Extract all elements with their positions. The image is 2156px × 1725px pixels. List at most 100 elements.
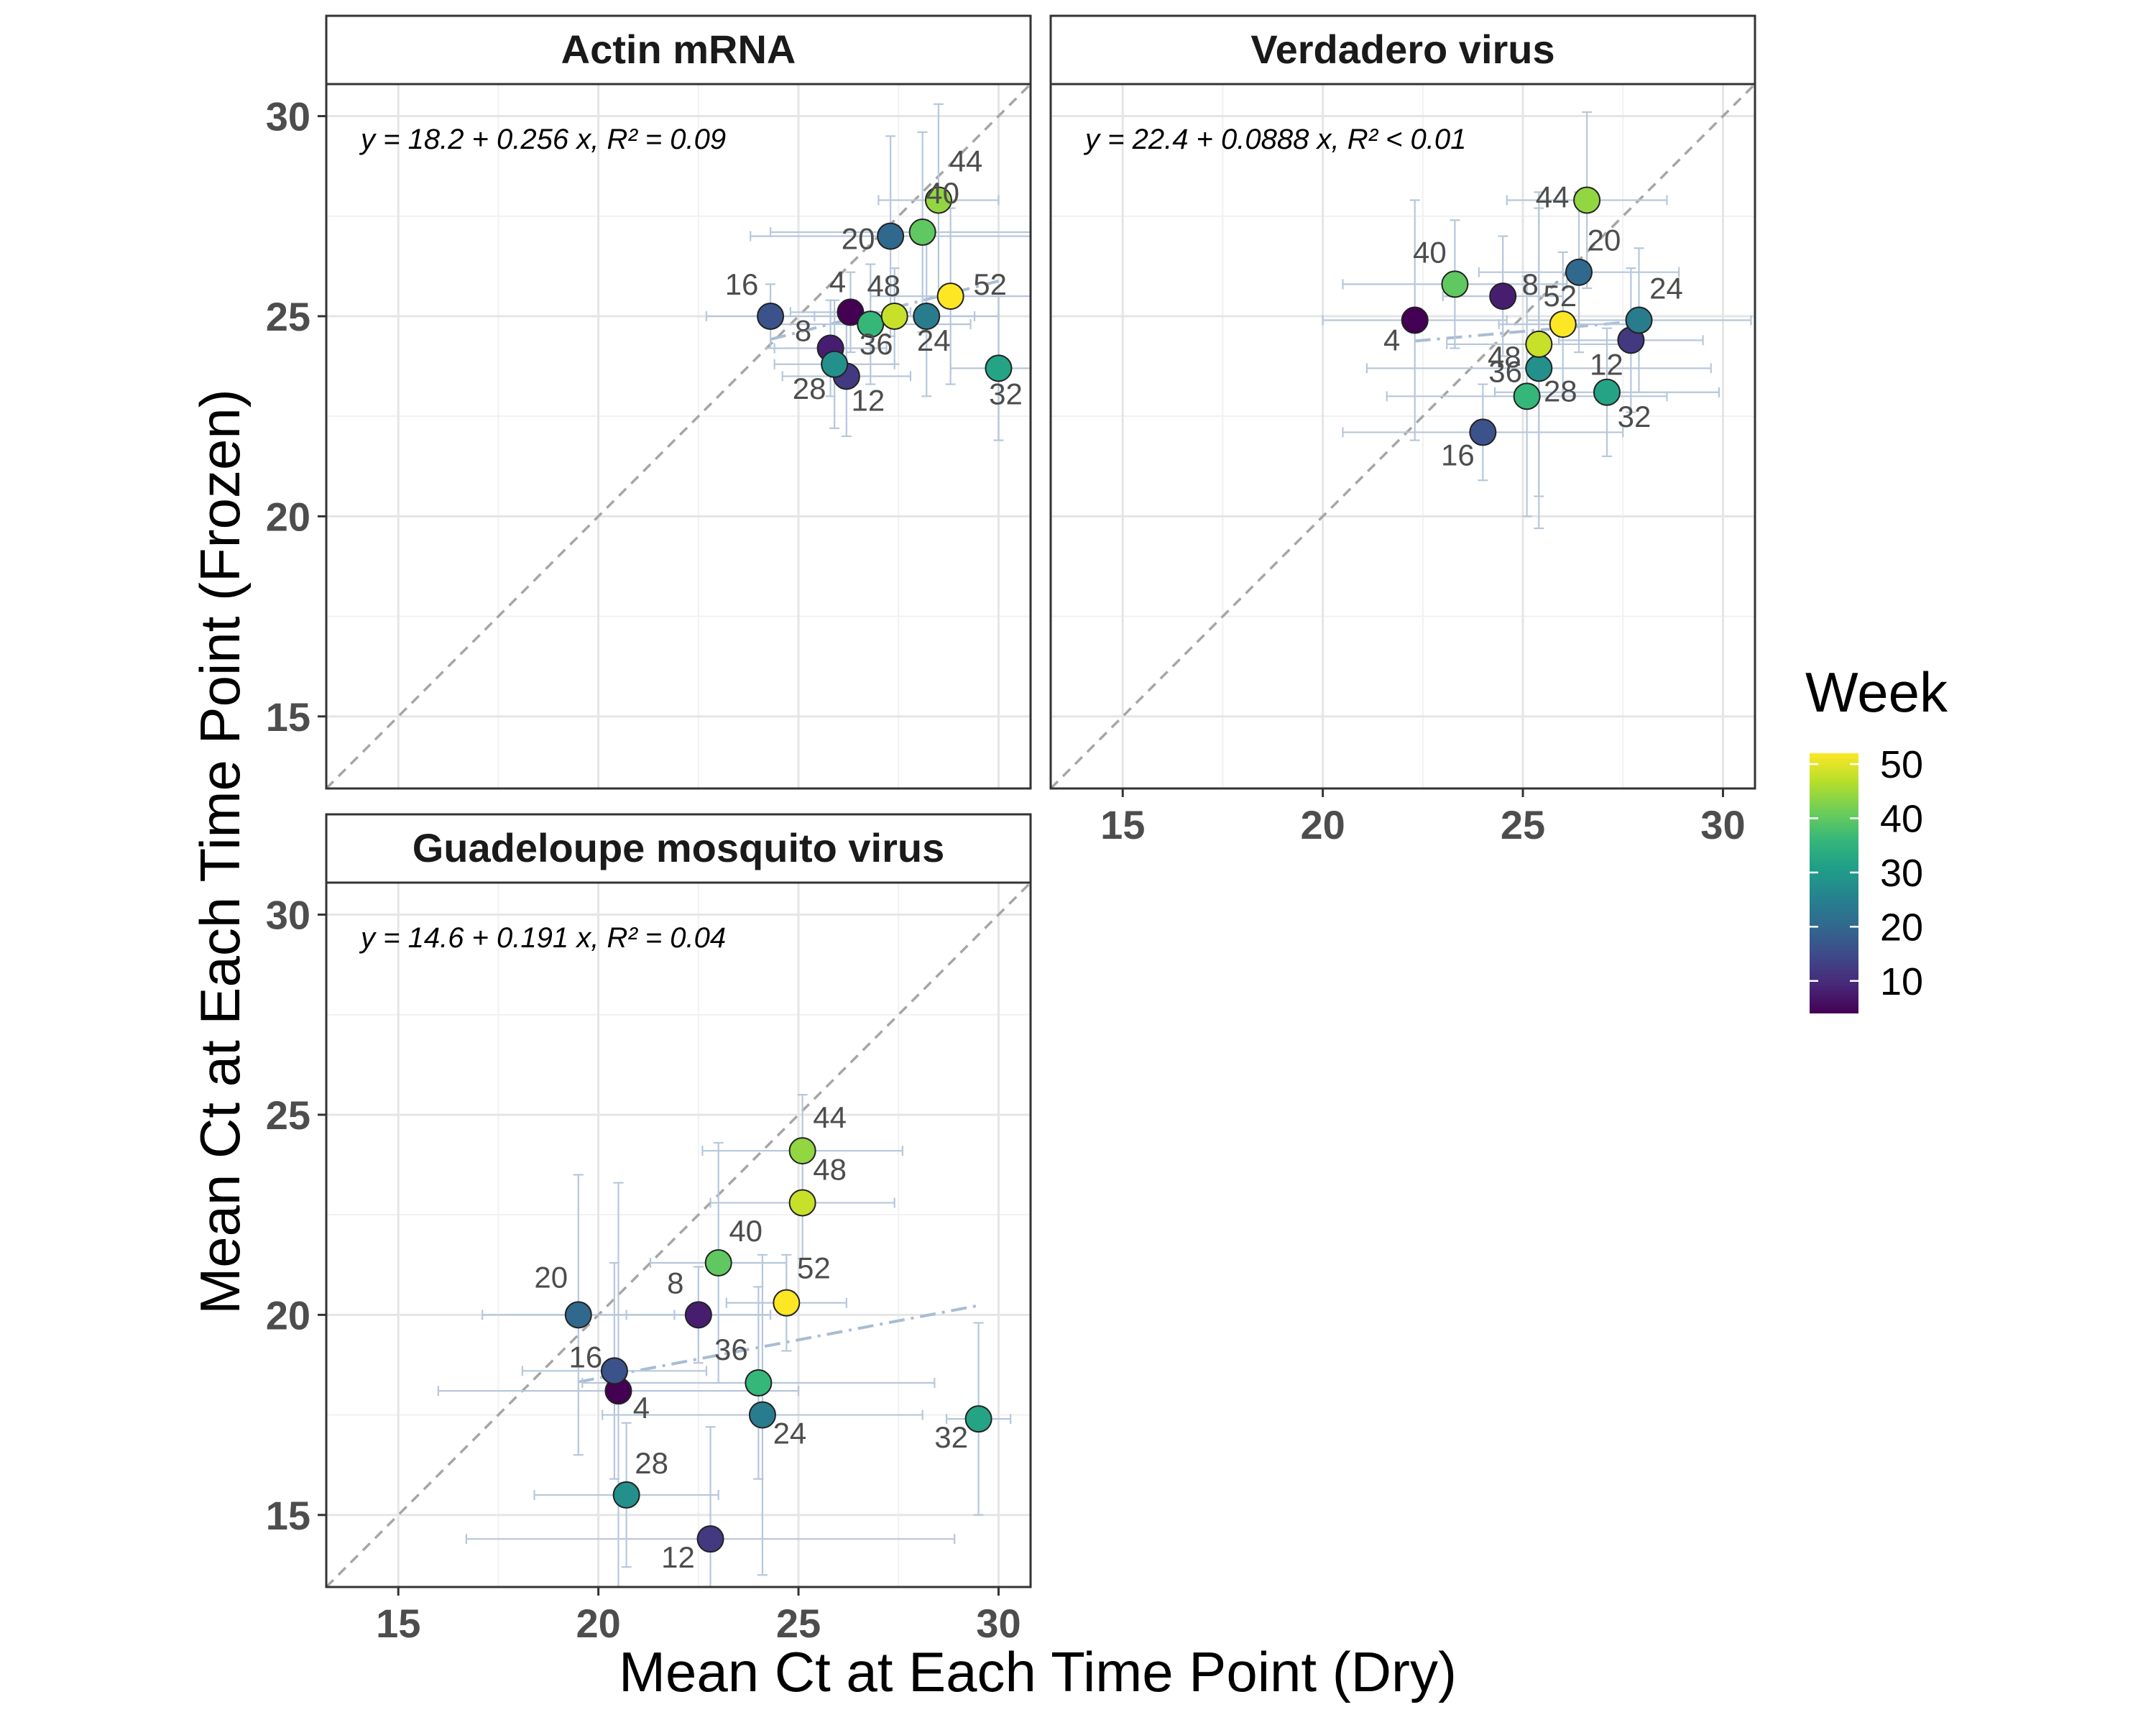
point-label-week-20: 20: [842, 222, 875, 256]
point-label-week-48: 48: [867, 269, 900, 303]
x-tick-label: 20: [1300, 802, 1345, 847]
point-week-24: [1625, 306, 1653, 334]
x-tick-label: 15: [376, 1601, 420, 1646]
point-week-24: [748, 1401, 776, 1429]
point-week-36: [857, 310, 885, 339]
point-week-48: [1525, 330, 1553, 358]
point-label-week-16: 16: [1441, 438, 1475, 472]
point-label-week-8: 8: [667, 1266, 683, 1300]
point-week-16: [757, 302, 785, 330]
point-week-32: [1593, 378, 1621, 406]
strip-background: [325, 14, 1032, 86]
panel-title: Verdadero virus: [1250, 27, 1554, 72]
regression-equation: y = 22.4 + 0.0888 x, R² < 0.01: [1083, 124, 1466, 155]
y-tick-label: 20: [266, 494, 310, 539]
x-tick-label: 20: [576, 1601, 620, 1646]
point-week-52: [936, 282, 964, 310]
point-week-8: [684, 1301, 712, 1329]
point-label-week-12: 12: [661, 1540, 695, 1574]
point-label-week-12: 12: [1590, 347, 1623, 381]
point-label-week-16: 16: [725, 267, 759, 301]
point-label-week-4: 4: [829, 264, 846, 298]
strip-background: [325, 813, 1032, 884]
panel-title: Actin mRNA: [561, 27, 796, 72]
legend: Week 10 20 30 40 50: [1805, 661, 1948, 1013]
point-label-week-32: 32: [1618, 400, 1651, 433]
point-label-week-48: 48: [1488, 340, 1521, 374]
point-label-week-36: 36: [860, 327, 893, 361]
point-label-week-24: 24: [773, 1417, 807, 1450]
point-label-week-20: 20: [1588, 224, 1621, 257]
plot-area: [326, 84, 1031, 788]
point-label-week-4: 4: [1383, 323, 1400, 357]
identity-line: [1051, 84, 1755, 788]
point-label-week-32: 32: [989, 377, 1023, 410]
identity-line: [326, 883, 1031, 1587]
legend-tick-label: 30: [1880, 852, 1923, 895]
point-week-20: [877, 222, 905, 250]
point-week-20: [1565, 258, 1593, 286]
point-week-28: [821, 350, 849, 378]
fit-line: [1414, 319, 1639, 343]
point-week-40: [704, 1248, 732, 1276]
point-week-44: [1573, 186, 1601, 214]
strip-background: [1049, 14, 1756, 86]
legend-tick-label: 40: [1880, 798, 1923, 841]
point-week-32: [985, 354, 1013, 382]
point-week-48: [788, 1189, 816, 1217]
x-tick-label: 30: [976, 1601, 1021, 1646]
point-label-week-36: 36: [1488, 354, 1522, 388]
x-tick-label: 25: [776, 1601, 821, 1646]
point-label-week-40: 40: [1413, 235, 1447, 269]
point-label-week-28: 28: [1544, 374, 1577, 408]
point-label-week-28: 28: [635, 1446, 668, 1480]
point-label-week-40: 40: [729, 1214, 763, 1248]
x-tick-label: 30: [1700, 802, 1745, 847]
x-tick-label: 15: [1100, 802, 1145, 847]
point-label-week-24: 24: [1649, 272, 1683, 305]
point-week-12: [696, 1525, 724, 1553]
point-week-8: [1489, 282, 1517, 310]
regression-equation: y = 14.6 + 0.191 x, R² = 0.04: [359, 922, 726, 954]
point-label-week-24: 24: [917, 323, 951, 357]
fit-line: [578, 1304, 979, 1384]
y-tick-label: 20: [266, 1292, 310, 1338]
point-week-16: [1469, 418, 1497, 446]
point-label-week-36: 36: [714, 1333, 748, 1366]
point-week-4: [1401, 306, 1429, 334]
legend-tick-label: 50: [1880, 743, 1923, 786]
legend-tick-label: 10: [1880, 960, 1923, 1003]
regression-equation: y = 18.2 + 0.256 x, R² = 0.09: [359, 124, 726, 155]
point-week-40: [1441, 270, 1469, 298]
point-label-week-8: 8: [1522, 267, 1539, 301]
point-label-week-16: 16: [569, 1340, 603, 1374]
y-axis-title: Mean Ct at Each Time Point (Frozen): [188, 389, 252, 1315]
point-week-40: [908, 218, 936, 247]
point-week-36: [745, 1369, 773, 1397]
point-label-week-52: 52: [1543, 279, 1577, 313]
point-week-16: [600, 1357, 628, 1385]
point-week-52: [773, 1289, 801, 1317]
legend-title: Week: [1805, 661, 1948, 724]
point-week-24: [913, 302, 941, 330]
point-label-week-28: 28: [793, 372, 826, 405]
point-week-4: [837, 298, 865, 326]
point-label-week-44: 44: [813, 1100, 847, 1134]
y-tick-label: 30: [266, 94, 310, 139]
y-tick-label: 25: [266, 1092, 310, 1138]
point-week-44: [788, 1137, 816, 1165]
point-label-week-52: 52: [973, 267, 1007, 301]
y-tick-label: 15: [266, 1493, 310, 1538]
point-label-week-32: 32: [934, 1420, 968, 1454]
legend-tick-label: 20: [1880, 906, 1923, 949]
point-label-week-4: 4: [633, 1391, 650, 1425]
point-label-week-44: 44: [1536, 180, 1570, 213]
point-label-week-40: 40: [926, 176, 959, 210]
point-label-week-8: 8: [795, 314, 811, 348]
y-tick-label: 25: [266, 294, 310, 339]
